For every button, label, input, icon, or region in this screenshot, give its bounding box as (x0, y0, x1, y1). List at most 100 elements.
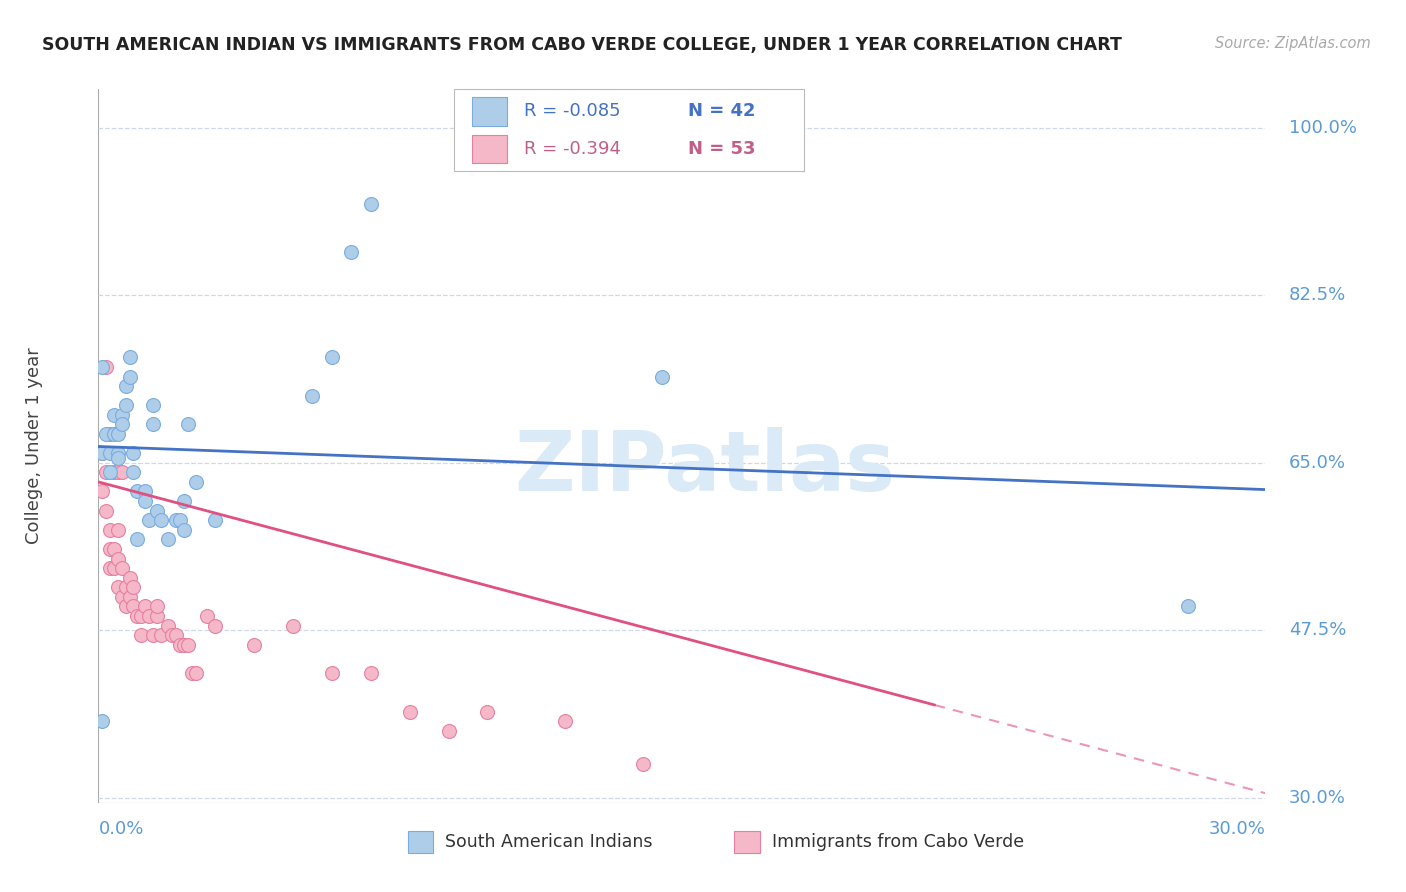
Point (107, 427, 129, 442)
Point (107, 446, 129, 460)
Point (127, 533, 149, 547)
Point (173, 638, 195, 652)
FancyBboxPatch shape (454, 89, 804, 171)
Text: 30.0%: 30.0% (1209, 820, 1265, 838)
Point (477, 705, 499, 719)
Point (107, 450, 129, 465)
Text: Immigrants from Cabo Verde: Immigrants from Cabo Verde (772, 833, 1024, 851)
Point (96, 466, 118, 480)
Point (129, 609, 152, 624)
Point (111, 466, 134, 480)
Point (169, 638, 191, 652)
Point (103, 466, 125, 480)
Point (398, 705, 420, 719)
Text: College, Under 1 year: College, Under 1 year (25, 348, 44, 544)
Point (98, 523, 121, 537)
Point (162, 628, 184, 642)
Point (96, 503, 118, 517)
Point (340, 245, 363, 260)
Point (122, 446, 145, 460)
Point (631, 757, 654, 772)
Point (98, 541, 121, 556)
Point (127, 484, 149, 499)
Point (184, 475, 207, 489)
Text: SOUTH AMERICAN INDIAN VS IMMIGRANTS FROM CABO VERDE COLLEGE, UNDER 1 YEAR CORREL: SOUTH AMERICAN INDIAN VS IMMIGRANTS FROM… (42, 36, 1122, 54)
Text: R = -0.394: R = -0.394 (524, 140, 621, 158)
Point (111, 408, 134, 422)
Point (301, 389, 323, 403)
Point (146, 609, 169, 624)
Point (107, 580, 129, 594)
Text: N = 53: N = 53 (688, 140, 755, 158)
Point (122, 599, 145, 614)
Point (118, 369, 141, 384)
Point (129, 628, 152, 642)
Point (122, 466, 145, 480)
Point (91, 359, 114, 374)
Point (111, 590, 134, 604)
Point (1177, 599, 1199, 614)
Bar (734, 831, 761, 853)
Point (177, 417, 200, 432)
Point (146, 503, 169, 517)
Point (180, 666, 202, 681)
Bar (472, 135, 506, 163)
Point (204, 618, 226, 632)
Text: 82.5%: 82.5% (1289, 286, 1346, 304)
Point (103, 561, 125, 575)
Point (146, 599, 169, 614)
Point (107, 551, 129, 566)
Text: 65.0%: 65.0% (1289, 454, 1346, 472)
Point (204, 513, 226, 527)
Point (173, 494, 195, 508)
Point (96, 359, 118, 374)
Point (142, 417, 165, 432)
Text: 0.0%: 0.0% (98, 820, 143, 838)
Text: ZIPatlas: ZIPatlas (515, 427, 896, 508)
Point (157, 533, 180, 547)
Text: 100.0%: 100.0% (1289, 119, 1357, 136)
Point (91, 446, 114, 460)
Point (118, 351, 141, 365)
Text: 47.5%: 47.5% (1289, 622, 1346, 640)
Point (184, 666, 207, 681)
Point (103, 541, 125, 556)
Point (165, 628, 187, 642)
Point (177, 638, 200, 652)
Point (118, 590, 141, 604)
Text: 30.0%: 30.0% (1289, 789, 1346, 807)
Point (111, 561, 134, 575)
Point (243, 638, 266, 652)
Point (91, 446, 114, 460)
Point (134, 484, 156, 499)
Text: South American Indians: South American Indians (446, 833, 652, 851)
Point (321, 666, 343, 681)
Point (98, 446, 121, 460)
Point (134, 494, 156, 508)
Point (98, 561, 121, 575)
Point (114, 398, 136, 412)
Point (114, 379, 136, 393)
Point (165, 513, 187, 527)
Point (554, 714, 576, 729)
Point (107, 523, 129, 537)
Point (91, 484, 114, 499)
Point (651, 369, 673, 384)
Point (149, 628, 172, 642)
Point (142, 628, 165, 642)
Point (437, 723, 460, 738)
Point (138, 609, 160, 624)
Point (321, 351, 343, 365)
Point (173, 523, 195, 537)
Point (138, 513, 160, 527)
Point (118, 571, 141, 585)
Point (360, 197, 382, 211)
Point (169, 513, 191, 527)
Point (360, 666, 382, 681)
Point (107, 466, 129, 480)
Point (103, 427, 125, 442)
Point (134, 599, 156, 614)
Point (114, 599, 136, 614)
Text: R = -0.085: R = -0.085 (524, 103, 621, 120)
Point (157, 618, 180, 632)
